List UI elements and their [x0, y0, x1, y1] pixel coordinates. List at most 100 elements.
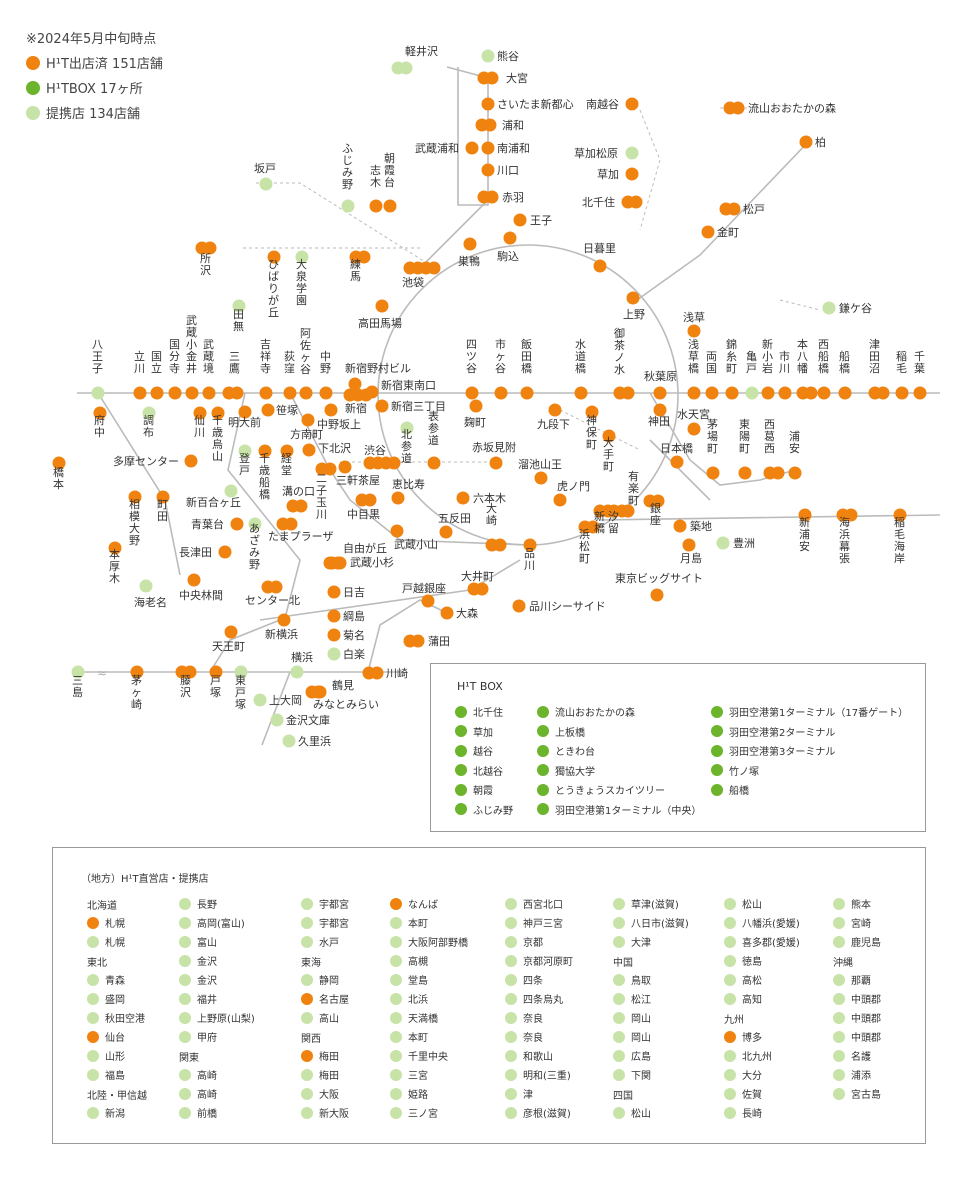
opened-marker[interactable]	[175, 665, 189, 679]
station[interactable]: 浜松町	[578, 520, 600, 566]
opened-marker[interactable]	[168, 386, 182, 400]
partner-marker[interactable]	[745, 386, 759, 400]
station[interactable]: 武蔵小金井	[185, 314, 199, 400]
opened-marker[interactable]	[267, 250, 281, 264]
station[interactable]: 日吉	[327, 585, 366, 600]
opened-marker[interactable]	[440, 606, 454, 620]
opened-marker[interactable]	[778, 386, 792, 400]
station[interactable]: 仙川	[193, 406, 207, 440]
station[interactable]: みなとみらい	[305, 685, 380, 712]
station[interactable]: 国立	[150, 350, 164, 400]
station[interactable]: 町田	[156, 490, 170, 524]
station[interactable]: 調布	[142, 406, 156, 440]
station[interactable]: 有楽町	[621, 469, 640, 518]
station[interactable]: 大森	[440, 606, 479, 620]
opened-marker[interactable]	[327, 609, 341, 623]
station[interactable]: 九段下	[537, 403, 570, 432]
opened-marker[interactable]	[868, 386, 882, 400]
station[interactable]: 大泉学園	[295, 250, 309, 308]
opened-marker[interactable]	[477, 71, 491, 85]
station[interactable]: 新百合ヶ丘	[186, 484, 241, 510]
station[interactable]: 五反田	[438, 512, 471, 539]
station[interactable]: 所沢	[195, 241, 217, 278]
station[interactable]: 経堂	[280, 444, 294, 478]
station[interactable]: 戸塚	[209, 665, 223, 700]
station[interactable]: 水道橋	[574, 338, 588, 400]
opened-marker[interactable]	[222, 386, 236, 400]
station[interactable]: 天王町	[212, 625, 245, 654]
station[interactable]: 青葉台	[191, 517, 244, 531]
station[interactable]: 軽井沢	[391, 44, 439, 75]
station[interactable]: 市ヶ谷	[494, 337, 508, 400]
partner-marker[interactable]	[295, 250, 309, 264]
station[interactable]: 中野坂上	[317, 403, 361, 432]
opened-marker[interactable]	[705, 386, 719, 400]
station[interactable]: 日暮里	[583, 241, 616, 273]
opened-marker[interactable]	[895, 386, 909, 400]
station[interactable]: 上野	[623, 291, 645, 322]
opened-marker[interactable]	[338, 460, 352, 474]
station[interactable]: ひばりが丘	[267, 250, 281, 320]
opened-marker[interactable]	[913, 386, 927, 400]
opened-marker[interactable]	[324, 403, 338, 417]
opened-marker[interactable]	[602, 429, 616, 443]
station[interactable]: 北参道	[400, 421, 414, 466]
opened-marker[interactable]	[481, 141, 495, 155]
opened-marker[interactable]	[348, 377, 362, 391]
station[interactable]: 新宿野村ビル	[345, 361, 411, 391]
opened-marker[interactable]	[687, 422, 701, 436]
opened-marker[interactable]	[403, 261, 417, 275]
opened-marker[interactable]	[643, 494, 657, 508]
opened-marker[interactable]	[520, 386, 534, 400]
opened-marker[interactable]	[355, 493, 369, 507]
station[interactable]: 川口	[481, 163, 520, 178]
station[interactable]: 築地	[673, 519, 713, 533]
station[interactable]: 西葛西	[763, 418, 785, 480]
station[interactable]: 大手町	[602, 429, 616, 474]
opened-marker[interactable]	[626, 291, 640, 305]
station[interactable]: 武蔵小杉	[323, 555, 395, 570]
station[interactable]: 海浜幕張	[836, 508, 858, 566]
partner-marker[interactable]	[139, 579, 153, 593]
opened-marker[interactable]	[211, 406, 225, 420]
station[interactable]: 松戸	[719, 202, 766, 216]
opened-marker[interactable]	[512, 599, 526, 613]
opened-marker[interactable]	[548, 403, 562, 417]
station[interactable]: 朝霞台	[383, 152, 397, 213]
opened-marker[interactable]	[738, 466, 752, 480]
opened-marker[interactable]	[670, 455, 684, 469]
partner-marker[interactable]	[327, 647, 341, 661]
opened-marker[interactable]	[467, 582, 481, 596]
station[interactable]: 八王子	[91, 338, 105, 400]
opened-marker[interactable]	[93, 406, 107, 420]
station[interactable]: たまプラーザ	[268, 517, 333, 544]
station[interactable]: 武蔵小山	[390, 524, 439, 552]
station[interactable]: 鎌ケ谷	[822, 301, 873, 315]
station[interactable]: 白楽	[327, 647, 366, 661]
station[interactable]: 川崎	[362, 666, 409, 680]
station[interactable]: 草加松原	[574, 146, 639, 160]
opened-marker[interactable]	[230, 517, 244, 531]
station[interactable]: 武蔵境	[202, 338, 216, 400]
station[interactable]: 両国	[705, 350, 719, 400]
station[interactable]: 御茶ノ水	[613, 326, 635, 400]
opened-marker[interactable]	[481, 163, 495, 177]
station[interactable]: 新横浜	[265, 613, 298, 642]
station[interactable]: 高田馬場	[358, 299, 402, 331]
station[interactable]: 溝の口	[282, 485, 315, 513]
opened-marker[interactable]	[439, 525, 453, 539]
opened-marker[interactable]	[796, 386, 810, 400]
opened-marker[interactable]	[277, 613, 291, 627]
opened-marker[interactable]	[621, 504, 635, 518]
opened-marker[interactable]	[195, 241, 209, 255]
station[interactable]: 池袋	[402, 261, 441, 290]
opened-marker[interactable]	[156, 490, 170, 504]
station[interactable]: 南越谷	[586, 97, 639, 111]
station[interactable]: 南浦和	[481, 141, 531, 156]
opened-marker[interactable]	[283, 386, 297, 400]
partner-marker[interactable]	[248, 517, 262, 531]
opened-marker[interactable]	[725, 386, 739, 400]
station[interactable]: 戸越銀座	[402, 581, 446, 608]
opened-marker[interactable]	[150, 386, 164, 400]
station[interactable]: 大井町	[461, 569, 494, 596]
